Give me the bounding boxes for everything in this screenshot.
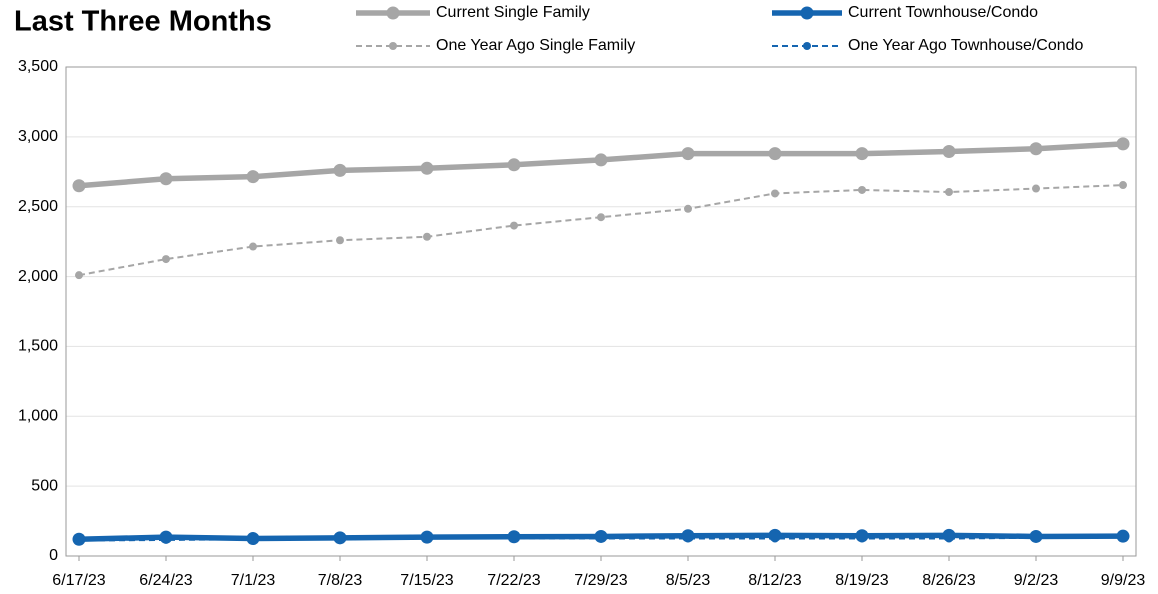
y-tick-label: 500 (31, 477, 58, 494)
series-marker (510, 221, 518, 230)
series-marker (942, 145, 956, 159)
legend-marker (386, 6, 400, 20)
series-marker (246, 532, 260, 546)
x-tick-label: 6/17/23 (52, 572, 105, 589)
y-tick-label: 1,500 (18, 338, 58, 355)
series-marker (1029, 142, 1043, 156)
series-marker (507, 530, 521, 544)
series-marker (162, 255, 170, 264)
series-marker (333, 531, 347, 545)
series-marker (855, 147, 869, 161)
series-marker (768, 147, 782, 161)
series-marker (336, 236, 344, 245)
series-marker (1032, 184, 1040, 193)
x-tick-label: 7/22/23 (487, 572, 540, 589)
series-marker (507, 158, 521, 172)
x-tick-label: 7/15/23 (400, 572, 453, 589)
series-marker (681, 529, 695, 543)
series-marker (594, 529, 608, 543)
y-tick-label: 2,500 (18, 198, 58, 215)
y-tick-label: 3,000 (18, 128, 58, 145)
x-tick-label: 7/1/23 (231, 572, 276, 589)
legend-marker (800, 6, 814, 20)
series-marker (771, 189, 779, 198)
plot-border (65, 66, 1137, 557)
series-marker (75, 271, 83, 280)
x-tick-label: 8/26/23 (922, 572, 975, 589)
series-marker (684, 204, 692, 213)
series-marker (159, 530, 173, 544)
y-tick-label: 1,000 (18, 408, 58, 425)
y-tick-label: 0 (49, 547, 58, 564)
series-marker (594, 153, 608, 167)
chart-title: Last Three Months (14, 6, 272, 38)
series-marker (1116, 529, 1130, 543)
legend-marker (389, 42, 397, 50)
x-tick-label: 9/2/23 (1014, 572, 1059, 589)
series-marker (768, 528, 782, 542)
x-tick-label: 7/8/23 (318, 572, 363, 589)
series-marker (1119, 181, 1127, 190)
series-marker (942, 528, 956, 542)
legend-label: One Year Ago Townhouse/Condo (848, 37, 1084, 54)
series-marker (855, 529, 869, 543)
series-marker (681, 147, 695, 161)
x-tick-label: 8/19/23 (835, 572, 888, 589)
y-tick-label: 3,500 (18, 58, 58, 75)
legend-label: Current Townhouse/Condo (848, 4, 1038, 21)
legend-label: Current Single Family (436, 4, 590, 21)
series-marker (423, 232, 431, 241)
series-marker (420, 161, 434, 175)
series-marker (72, 532, 86, 546)
series-marker (246, 170, 260, 184)
series-marker (597, 213, 605, 222)
y-tick-label: 2,000 (18, 268, 58, 285)
series-marker (72, 179, 86, 193)
series-marker (1029, 529, 1043, 543)
x-tick-label: 8/12/23 (748, 572, 801, 589)
x-tick-label: 6/24/23 (139, 572, 192, 589)
x-tick-label: 7/29/23 (574, 572, 627, 589)
legend-label: One Year Ago Single Family (436, 37, 635, 54)
series-marker (159, 172, 173, 186)
series-marker (333, 163, 347, 177)
x-tick-label: 8/5/23 (666, 572, 711, 589)
series-marker (945, 188, 953, 197)
series-marker (1116, 137, 1130, 151)
series-marker (420, 530, 434, 544)
series-line (78, 184, 1124, 277)
x-tick-label: 9/9/23 (1101, 572, 1146, 589)
legend-marker (803, 42, 811, 50)
series-marker (858, 185, 866, 194)
series-marker (249, 242, 257, 251)
